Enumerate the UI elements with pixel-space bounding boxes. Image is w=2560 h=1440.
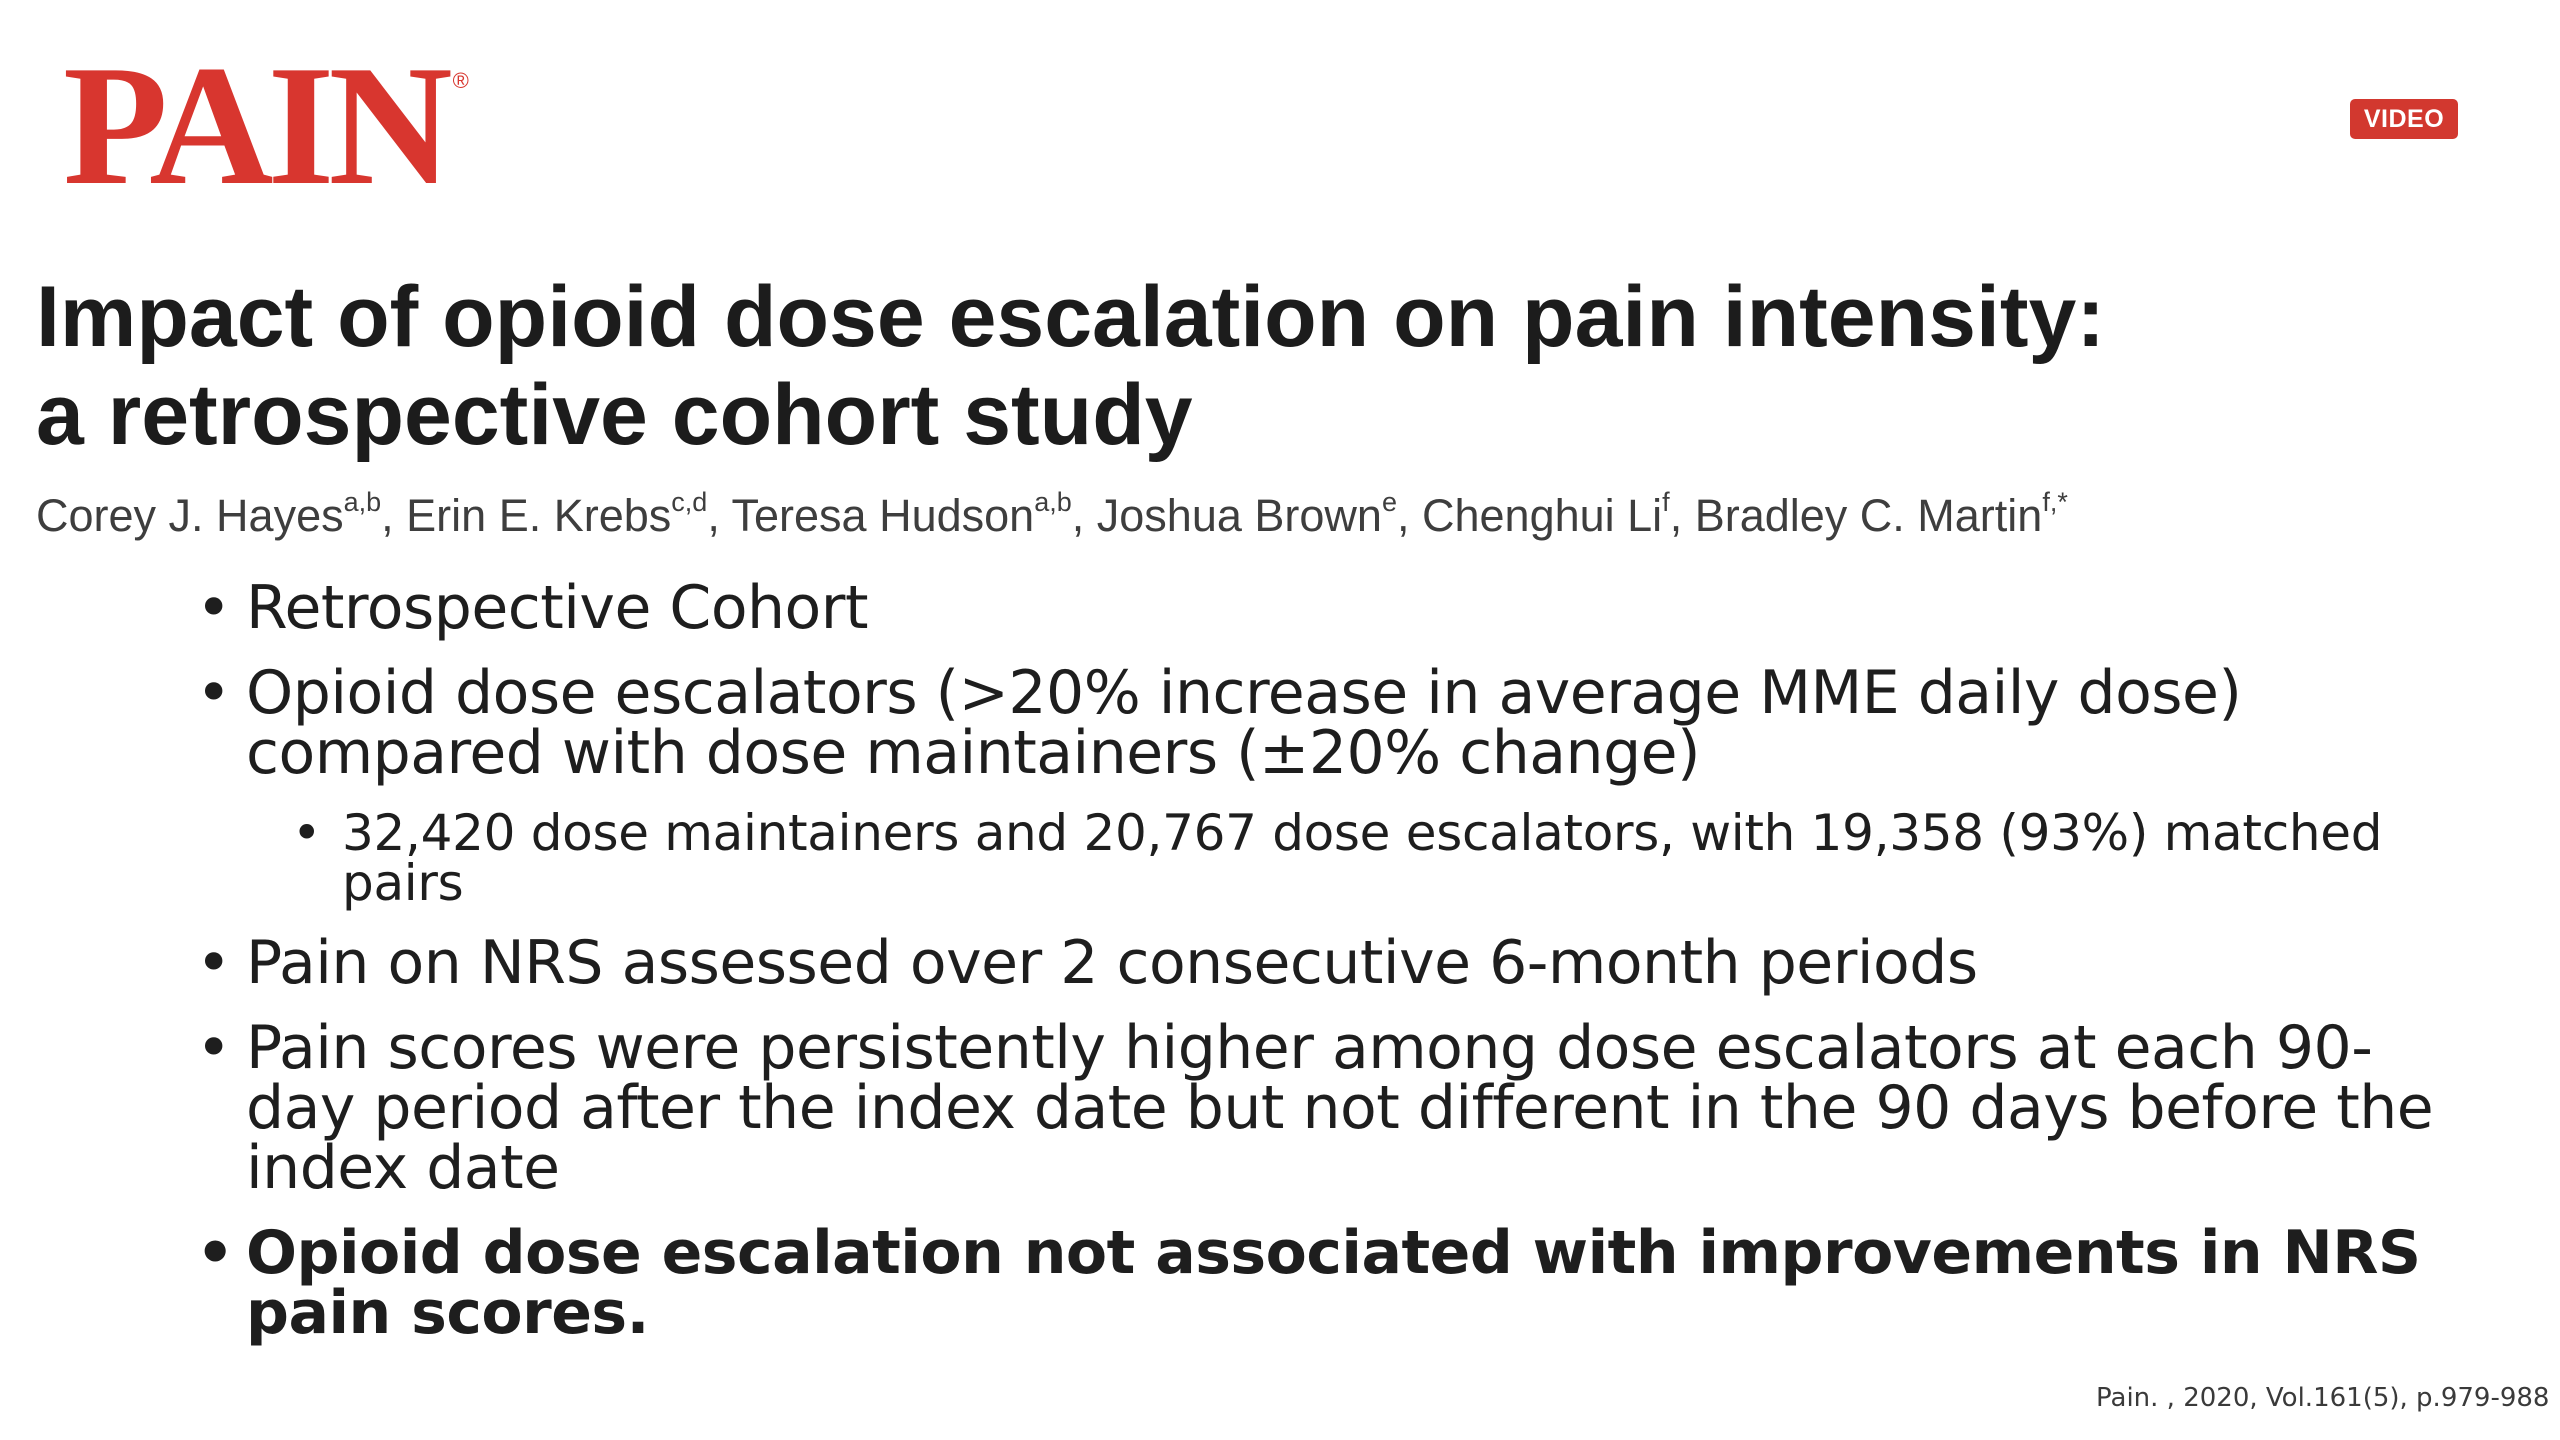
registered-mark: ® (452, 68, 469, 93)
bullet-item: • Pain on NRS assessed over 2 consecutiv… (194, 933, 2454, 993)
summary-bullets: • Retrospective Cohort • Opioid dose esc… (194, 578, 2454, 1368)
author-affiliation: c,d (671, 487, 708, 517)
author-name: Bradley C. Martin (1694, 490, 2043, 541)
sub-bullet-text: 32,420 dose maintainers and 20,767 dose … (342, 804, 2383, 912)
author-affiliation: a,b (343, 487, 382, 517)
bullet-text: Pain scores were persistently higher amo… (246, 1013, 2434, 1203)
bullet-dot-icon: • (196, 658, 231, 728)
bullet-item: • Retrospective Cohort (194, 578, 2454, 638)
author-separator: , (1396, 490, 1422, 541)
author-affiliation: f,* (2042, 487, 2068, 517)
author-affiliation: f (1662, 487, 1670, 517)
author-separator: , (381, 490, 407, 541)
bullet-item-conclusion: • Opioid dose escalation not associated … (194, 1223, 2454, 1343)
author-separator: , (1071, 490, 1097, 541)
author-name: Corey J. Hayes (36, 490, 344, 541)
bullet-dot-icon: • (196, 1013, 231, 1083)
bullet-dot-icon: • (196, 928, 231, 998)
sub-bullet-item: • 32,420 dose maintainers and 20,767 dos… (194, 808, 2454, 908)
journal-logo-text: PAIN (63, 31, 453, 221)
article-title-line-2: a retrospective cohort study (36, 367, 1193, 463)
author-affiliation: a,b (1034, 487, 1072, 517)
bullet-text: Opioid dose escalation not associated wi… (246, 1218, 2421, 1348)
author-name: Chenghui Li (1421, 490, 1663, 541)
article-title: Impact of opioid dose escalation on pain… (36, 268, 2516, 464)
author-affiliation: e (1381, 487, 1397, 517)
author-name: Teresa Hudson (731, 490, 1035, 541)
bullet-text: Pain on NRS assessed over 2 consecutive … (246, 928, 1978, 998)
author-list: Corey J. Hayesa,b, Erin E. Krebsc,d, Ter… (36, 488, 2068, 544)
author-separator: , (707, 490, 732, 541)
author-name: Joshua Brown (1096, 490, 1382, 541)
author-name: Erin E. Krebs (406, 490, 672, 541)
bullet-text: Retrospective Cohort (246, 573, 868, 643)
bullet-item: • Pain scores were persistently higher a… (194, 1018, 2454, 1198)
bullet-dot-icon: • (196, 1218, 234, 1288)
author-separator: , (1669, 490, 1695, 541)
article-title-line-1: Impact of opioid dose escalation on pain… (36, 269, 2105, 365)
citation: Pain. , 2020, Vol.161(5), p.979-988 (2096, 1383, 2550, 1413)
video-badge[interactable]: VIDEO (2350, 99, 2458, 139)
journal-logo: PAIN ® (63, 40, 469, 212)
bullet-dot-icon: • (196, 573, 231, 643)
bullet-text: Opioid dose escalators (>20% increase in… (246, 658, 2242, 788)
bullet-item: • Opioid dose escalators (>20% increase … (194, 663, 2454, 783)
bullet-dot-icon: • (292, 804, 322, 862)
